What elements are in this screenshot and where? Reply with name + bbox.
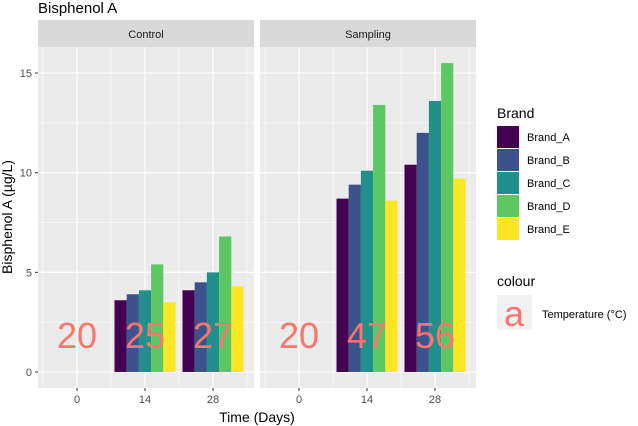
bar-brand_c xyxy=(138,290,152,372)
temperature-label: 20 xyxy=(57,315,97,356)
y-tick-label: 5 xyxy=(26,267,32,279)
bar-brand_b xyxy=(194,282,207,372)
legend-label: Brand_C xyxy=(527,178,570,190)
bar-brand_c xyxy=(360,170,374,372)
legend-title: Brand xyxy=(497,105,534,121)
temperature-label: 25 xyxy=(125,315,165,356)
facet-strip xyxy=(260,20,476,47)
temperature-label: 27 xyxy=(193,315,233,356)
bar-brand_e xyxy=(385,200,398,372)
temperature-label: 56 xyxy=(415,315,455,356)
facet-label: Sampling xyxy=(345,29,391,41)
x-tick-label: 28 xyxy=(207,394,219,406)
x-tick-label: 0 xyxy=(296,394,302,406)
bar-brand_e xyxy=(453,178,466,372)
temperature-label: 20 xyxy=(279,315,319,356)
legend-key-brand_b xyxy=(497,149,519,171)
bar-brand_a xyxy=(336,198,349,372)
x-tick-label: 14 xyxy=(361,394,373,406)
bar-brand_a xyxy=(182,290,195,372)
y-tick-label: 0 xyxy=(26,367,32,379)
y-tick-label: 10 xyxy=(20,168,32,180)
colour-legend-label: Temperature (°C) xyxy=(542,309,626,321)
x-tick-label: 0 xyxy=(74,394,80,406)
bar-brand_c xyxy=(428,100,442,373)
legend-key-brand_d xyxy=(497,195,519,217)
legend-key-brand_e xyxy=(497,218,519,240)
legend-label: Brand_B xyxy=(527,155,570,167)
bar-brand_b xyxy=(348,184,361,372)
bar-brand_d xyxy=(441,63,454,373)
x-tick-label: 28 xyxy=(429,394,441,406)
bar-brand_d xyxy=(151,264,164,372)
y-tick-label: 15 xyxy=(20,68,32,80)
bar-brand_c xyxy=(206,272,220,372)
chart-title: Bisphenol A xyxy=(38,0,117,17)
legend-key-brand_a xyxy=(497,126,519,148)
bar-brand_e xyxy=(231,286,244,372)
legend-key-brand_c xyxy=(497,172,519,194)
bar-brand_b xyxy=(126,294,139,372)
facet-strip xyxy=(38,20,254,47)
bar-brand_b xyxy=(416,132,429,372)
x-axis-label: Time (Days) xyxy=(219,409,295,425)
x-tick-label: 14 xyxy=(139,394,151,406)
colour-legend-title: colour xyxy=(497,273,535,289)
legend-label: Brand_D xyxy=(527,201,570,213)
bar-brand_a xyxy=(404,164,417,372)
colour-legend-key-glyph: a xyxy=(504,293,525,334)
legend-label: Brand_E xyxy=(527,224,570,236)
colour-legend-key xyxy=(497,295,532,330)
temperature-label: 47 xyxy=(347,315,387,356)
legend-label: Brand_A xyxy=(527,132,570,144)
facet-label: Control xyxy=(128,29,163,41)
bar-brand_d xyxy=(219,236,232,372)
bar-brand_e xyxy=(163,302,176,372)
bar-brand_d xyxy=(373,104,386,373)
y-axis-label: Bisphenol A (µg/L) xyxy=(0,160,15,274)
bar-brand_a xyxy=(114,300,127,372)
